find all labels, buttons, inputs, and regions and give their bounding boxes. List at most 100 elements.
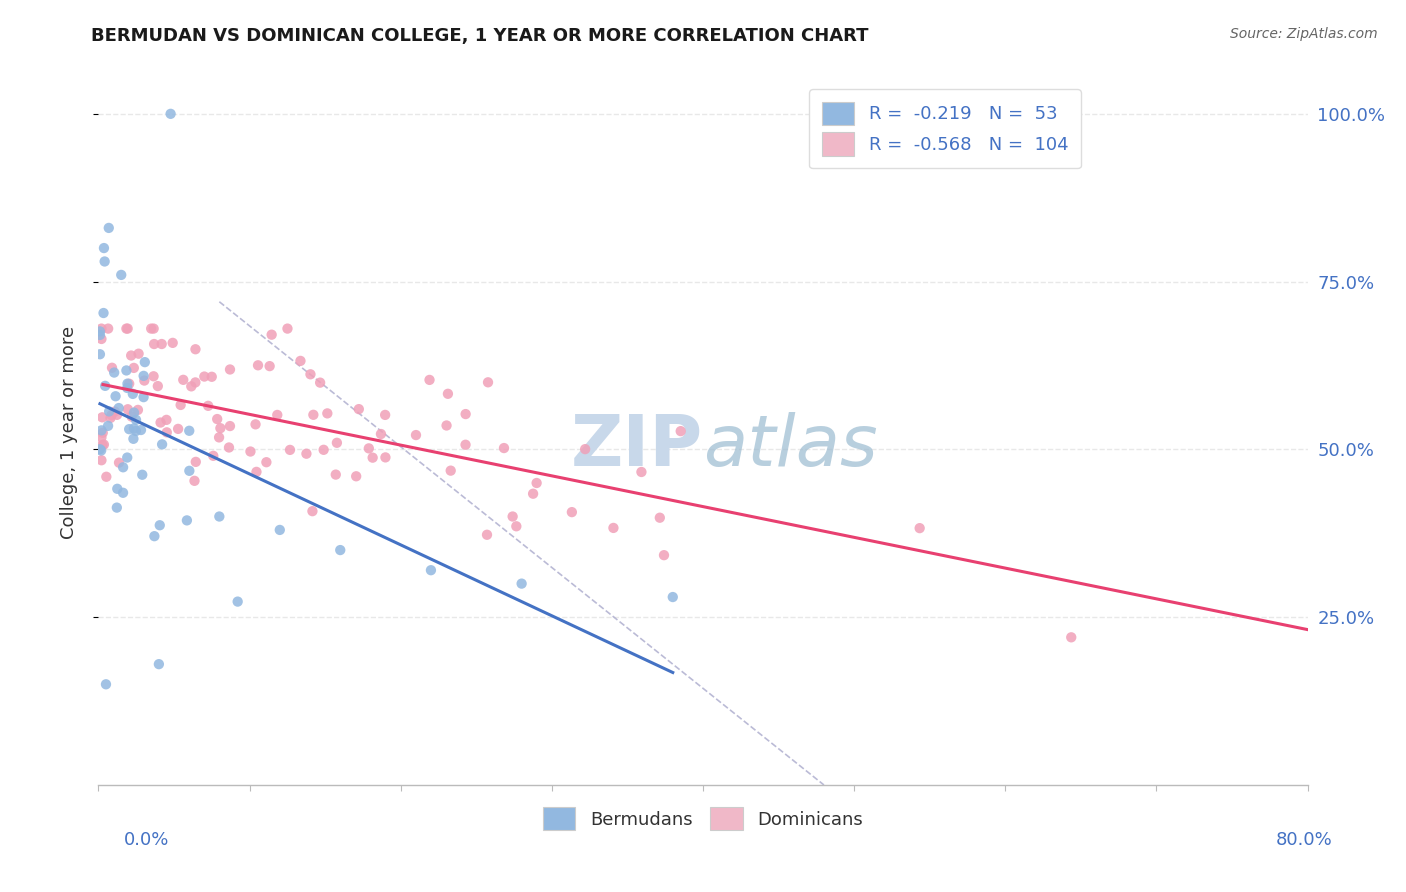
- Text: atlas: atlas: [703, 412, 877, 481]
- Point: [602, 521, 624, 535]
- Point: [347, 402, 370, 417]
- Text: 80.0%: 80.0%: [1277, 831, 1333, 849]
- Point: [259, 359, 281, 373]
- Point: [117, 321, 139, 335]
- Point: [125, 424, 148, 438]
- Point: [908, 521, 931, 535]
- Point: [454, 407, 477, 421]
- Point: [89, 347, 111, 361]
- Point: [120, 349, 142, 363]
- Point: [169, 398, 191, 412]
- Point: [97, 221, 120, 235]
- Point: [193, 369, 215, 384]
- Point: [301, 504, 323, 518]
- Point: [104, 389, 127, 403]
- Point: [122, 432, 145, 446]
- Point: [239, 444, 262, 458]
- Point: [179, 424, 201, 438]
- Point: [93, 241, 115, 255]
- Point: [90, 453, 112, 467]
- Point: [361, 450, 384, 465]
- Point: [420, 563, 443, 577]
- Point: [208, 430, 231, 444]
- Point: [122, 406, 145, 420]
- Point: [132, 390, 155, 404]
- Point: [127, 403, 149, 417]
- Point: [309, 376, 332, 390]
- Point: [112, 485, 135, 500]
- Point: [226, 594, 249, 608]
- Point: [505, 519, 527, 533]
- Point: [105, 500, 128, 515]
- Point: [344, 469, 367, 483]
- Point: [669, 424, 692, 438]
- Point: [121, 387, 143, 401]
- Point: [94, 379, 117, 393]
- Point: [202, 449, 225, 463]
- Point: [142, 369, 165, 384]
- Point: [90, 430, 112, 444]
- Point: [122, 360, 145, 375]
- Point: [108, 456, 131, 470]
- Point: [142, 321, 165, 335]
- Point: [118, 422, 141, 436]
- Point: [90, 423, 112, 437]
- Point: [405, 428, 427, 442]
- Point: [159, 107, 181, 121]
- Point: [209, 421, 232, 435]
- Point: [149, 518, 172, 533]
- Point: [184, 376, 207, 390]
- Point: [103, 366, 125, 380]
- Point: [115, 363, 138, 377]
- Point: [134, 355, 156, 369]
- Point: [117, 402, 139, 417]
- Point: [150, 337, 173, 351]
- Point: [245, 417, 267, 432]
- Point: [91, 438, 114, 452]
- Text: BERMUDAN VS DOMINICAN COLLEGE, 1 YEAR OR MORE CORRELATION CHART: BERMUDAN VS DOMINICAN COLLEGE, 1 YEAR OR…: [91, 27, 869, 45]
- Point: [148, 657, 170, 672]
- Point: [115, 450, 138, 465]
- Point: [128, 347, 150, 361]
- Point: [129, 423, 152, 437]
- Point: [121, 409, 143, 424]
- Point: [143, 337, 166, 351]
- Point: [183, 474, 205, 488]
- Point: [100, 411, 122, 425]
- Point: [1060, 630, 1083, 644]
- Point: [325, 467, 347, 482]
- Point: [219, 362, 242, 376]
- Text: 0.0%: 0.0%: [124, 831, 169, 849]
- Point: [100, 408, 122, 422]
- Point: [118, 376, 141, 391]
- Point: [219, 419, 242, 434]
- Point: [91, 410, 114, 425]
- Point: [117, 381, 139, 395]
- Point: [93, 306, 115, 320]
- Point: [574, 442, 596, 457]
- Point: [149, 416, 172, 430]
- Point: [312, 442, 335, 457]
- Point: [91, 425, 114, 440]
- Point: [260, 327, 283, 342]
- Point: [122, 421, 145, 435]
- Point: [269, 523, 291, 537]
- Point: [97, 418, 120, 433]
- Point: [299, 368, 322, 382]
- Point: [254, 455, 277, 469]
- Point: [179, 464, 201, 478]
- Point: [437, 386, 460, 401]
- Text: Source: ZipAtlas.com: Source: ZipAtlas.com: [1230, 27, 1378, 41]
- Point: [90, 321, 112, 335]
- Point: [90, 443, 112, 458]
- Point: [93, 254, 115, 268]
- Point: [454, 438, 477, 452]
- Point: [208, 509, 231, 524]
- Point: [156, 425, 179, 440]
- Point: [502, 509, 524, 524]
- Point: [477, 376, 499, 390]
- Point: [561, 505, 583, 519]
- Point: [110, 268, 132, 282]
- Point: [278, 442, 301, 457]
- Point: [176, 513, 198, 527]
